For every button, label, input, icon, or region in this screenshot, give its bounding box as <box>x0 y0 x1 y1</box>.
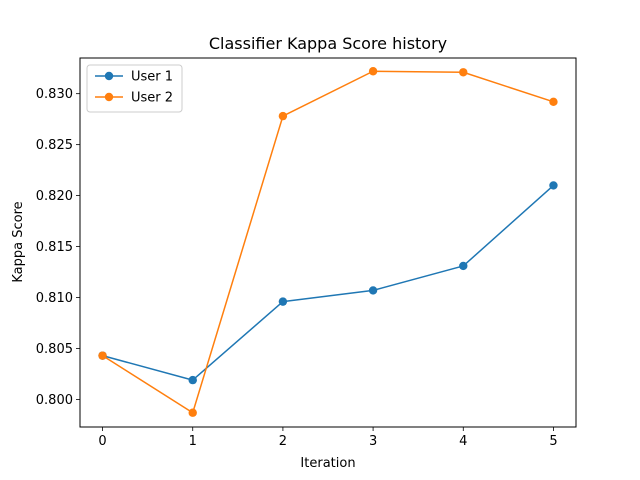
axes-frame <box>79 57 577 428</box>
legend-label-2: User 2 <box>131 91 173 106</box>
legend-marker-2 <box>104 92 114 102</box>
series-1-point-4 <box>459 261 468 271</box>
chart-title: Classifier Kappa Score history <box>209 34 447 53</box>
series-2-point-2 <box>278 111 288 121</box>
series-1-point-5 <box>549 181 558 190</box>
series-line-1 <box>102 184 554 381</box>
series-line-2 <box>102 70 554 414</box>
y-tick-label-3: 0.815 <box>36 240 73 255</box>
x-tick-label-1: 1 <box>189 434 197 449</box>
legend-marker-1 <box>104 71 114 81</box>
legend-label-1: User 1 <box>131 70 173 85</box>
y-tick-label-0: 0.800 <box>36 393 73 408</box>
y-tick-label-4: 0.820 <box>36 189 73 204</box>
x-tick-label-5: 5 <box>549 434 557 449</box>
y-tick-label-1: 0.805 <box>36 342 73 357</box>
series-1-point-1 <box>188 375 197 385</box>
x-tick-label-3: 3 <box>369 434 377 449</box>
series-2-point-0 <box>98 351 107 360</box>
series-2-point-4 <box>459 68 468 77</box>
x-tick-label-0: 0 <box>98 434 106 449</box>
y-tick-label-2: 0.810 <box>36 291 73 306</box>
x-axis-label: Iteration <box>300 456 355 471</box>
legend: User 1 User 2 <box>86 64 183 113</box>
x-tick-label-4: 4 <box>459 434 467 449</box>
plot-area <box>98 67 558 417</box>
series-2-point-5 <box>549 97 558 107</box>
x-tick-label-2: 2 <box>279 434 287 449</box>
series-2-point-3 <box>368 67 378 76</box>
y-axis-label: Kappa Score <box>11 201 26 282</box>
series-1-point-2 <box>278 297 288 306</box>
y-tick-label-5: 0.825 <box>36 138 73 153</box>
series-2-point-1 <box>188 408 197 417</box>
y-tick-label-6: 0.830 <box>36 87 73 102</box>
series-1-point-3 <box>368 286 378 295</box>
